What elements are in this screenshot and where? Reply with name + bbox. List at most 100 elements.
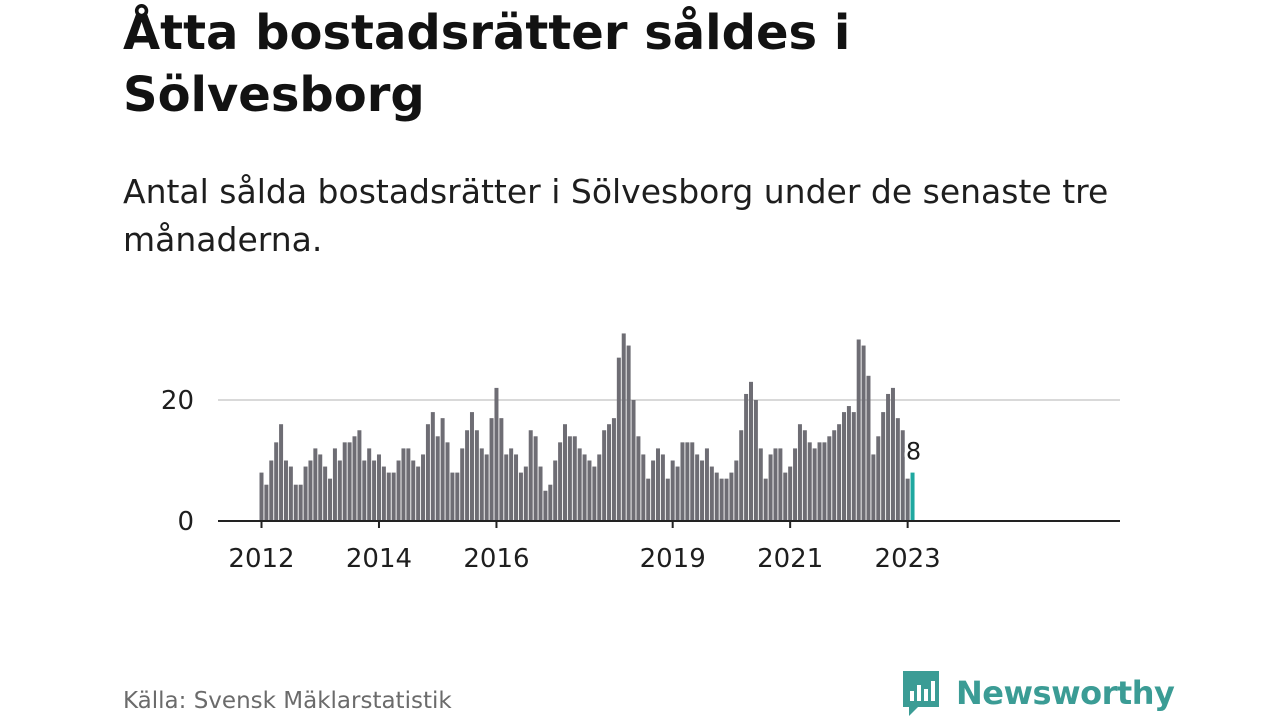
bar	[660, 454, 665, 521]
bar	[577, 448, 582, 521]
x-tick-label: 2012	[228, 544, 294, 574]
bar	[543, 490, 548, 521]
last-value-label: 8	[906, 438, 921, 466]
bar	[861, 345, 866, 521]
bar	[881, 412, 886, 521]
bar	[793, 448, 798, 521]
bar	[416, 466, 421, 521]
bar	[890, 387, 895, 521]
bar	[851, 412, 856, 521]
bar	[318, 454, 323, 521]
bar	[607, 424, 612, 521]
bar	[631, 400, 636, 521]
bar	[690, 442, 695, 521]
bar	[421, 454, 426, 521]
bar	[308, 460, 313, 521]
bar	[802, 430, 807, 521]
x-tick-label: 2023	[875, 544, 941, 574]
bar	[797, 424, 802, 521]
bar	[655, 448, 660, 521]
bar	[871, 454, 876, 521]
bar	[474, 430, 479, 521]
bar	[592, 466, 597, 521]
bar	[822, 442, 827, 521]
bar	[553, 460, 558, 521]
bar	[523, 466, 528, 521]
bar	[430, 412, 435, 521]
bar	[905, 478, 910, 521]
y-tick-label: 0	[177, 507, 194, 537]
bar	[837, 424, 842, 521]
bar	[773, 448, 778, 521]
bar	[572, 436, 577, 521]
bar	[895, 418, 900, 521]
bar	[827, 436, 832, 521]
bar	[469, 412, 474, 521]
x-tick-label: 2021	[757, 544, 823, 574]
bar	[514, 454, 519, 521]
bar	[729, 472, 734, 521]
bar	[381, 466, 386, 521]
bar	[450, 472, 455, 521]
source-note: Källa: Svensk Mäklarstatistik	[123, 688, 452, 714]
bar	[362, 460, 367, 521]
bar	[298, 484, 303, 521]
bar	[465, 430, 470, 521]
bar	[548, 484, 553, 521]
bar	[401, 448, 406, 521]
bar	[489, 418, 494, 521]
bar	[406, 448, 411, 521]
bar	[886, 393, 891, 521]
bar	[332, 448, 337, 521]
bar	[582, 454, 587, 521]
bar	[538, 466, 543, 521]
bar	[587, 460, 592, 521]
bar	[700, 460, 705, 521]
bar	[518, 472, 523, 521]
bar	[753, 400, 758, 521]
bar	[323, 466, 328, 521]
bar	[411, 460, 416, 521]
bar	[842, 412, 847, 521]
bar	[303, 466, 308, 521]
bar	[846, 406, 851, 521]
bar	[391, 472, 396, 521]
newsworthy-logo-text: Newsworthy	[956, 674, 1175, 712]
bar	[646, 478, 651, 521]
bar	[597, 454, 602, 521]
bar	[900, 430, 905, 521]
bar	[704, 448, 709, 521]
x-tick-label: 2016	[463, 544, 529, 574]
bar	[807, 442, 812, 521]
bar	[832, 430, 837, 521]
bar	[611, 418, 616, 521]
bar	[817, 442, 822, 521]
bar	[533, 436, 538, 521]
bar	[744, 393, 749, 521]
bar	[636, 436, 641, 521]
bar	[866, 375, 871, 521]
chart-title: Åtta bostadsrätter såldes i Sölvesborg	[123, 5, 851, 123]
bar	[685, 442, 690, 521]
bar	[279, 424, 284, 521]
bar	[763, 478, 768, 521]
bar	[293, 484, 298, 521]
bar	[499, 418, 504, 521]
bar	[812, 448, 817, 521]
bar	[435, 436, 440, 521]
y-tick-label: 20	[161, 386, 194, 416]
bar	[768, 454, 773, 521]
bar	[494, 387, 499, 521]
bar	[455, 472, 460, 521]
bar	[509, 448, 514, 521]
x-tick-label: 2014	[346, 544, 412, 574]
bar	[357, 430, 362, 521]
bar	[695, 454, 700, 521]
bar	[724, 478, 729, 521]
bar	[641, 454, 646, 521]
bar	[376, 454, 381, 521]
bar	[347, 442, 352, 521]
bar	[651, 460, 656, 521]
bar	[479, 448, 484, 521]
bar	[445, 442, 450, 521]
